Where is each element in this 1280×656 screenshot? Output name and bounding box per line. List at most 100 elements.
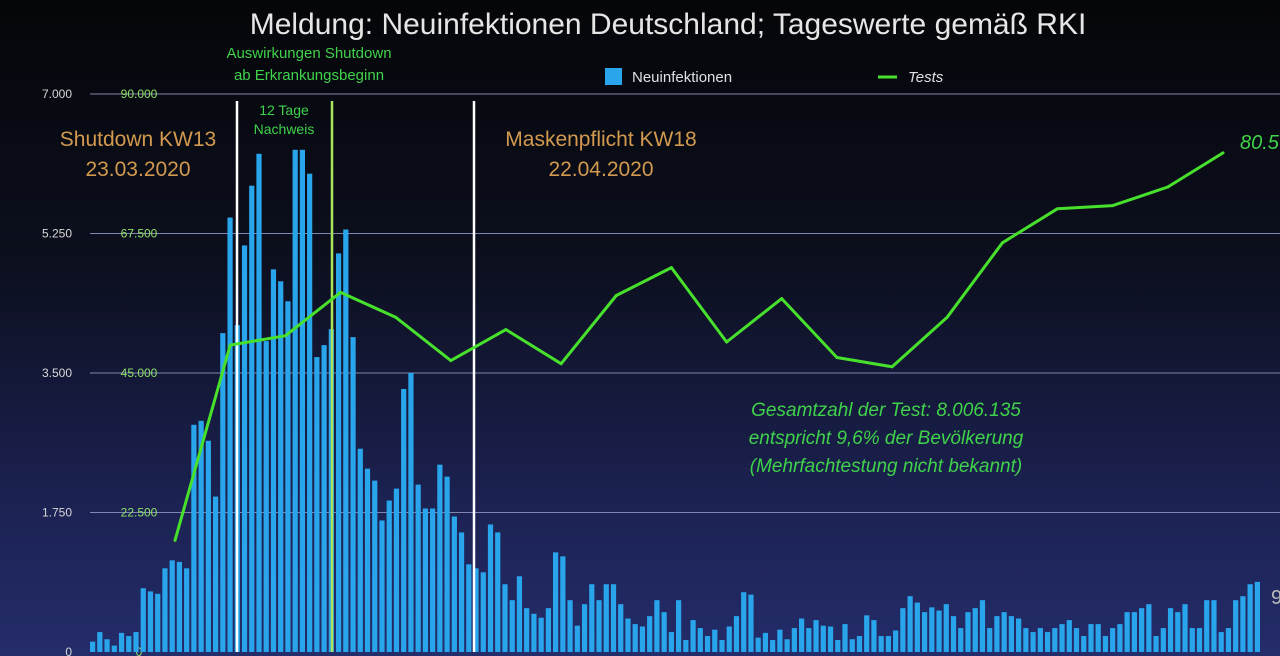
bar [1095, 624, 1101, 652]
tests-point [780, 297, 784, 301]
bar [487, 524, 494, 652]
bar [885, 636, 892, 652]
bar [668, 632, 674, 652]
bar [1247, 584, 1253, 652]
bar [639, 626, 646, 652]
bar [480, 572, 486, 652]
bar [1030, 632, 1036, 652]
bar [1037, 628, 1043, 652]
left-tick-label: 0 [65, 645, 72, 656]
bar [762, 632, 769, 652]
bar [307, 173, 313, 652]
bar [581, 604, 588, 652]
bar [538, 617, 544, 652]
bar [408, 373, 414, 652]
legend-bar-label: Neuinfektionen [632, 69, 732, 86]
tests-point [339, 290, 342, 294]
tests-point [173, 538, 177, 542]
bar [1016, 618, 1022, 652]
bar [958, 628, 964, 652]
bar [357, 448, 363, 652]
bar [147, 591, 154, 652]
bar [806, 628, 812, 652]
bar [321, 345, 327, 652]
bar [1081, 636, 1087, 652]
tests-point [504, 328, 508, 332]
bar [574, 625, 580, 652]
bar [610, 584, 617, 652]
bar [1001, 612, 1007, 652]
legend-line-label: Tests [908, 69, 944, 86]
bar [227, 217, 233, 652]
bar [292, 149, 298, 653]
bar [502, 584, 508, 652]
right-tick-label: 67.500 [121, 227, 158, 241]
bar [118, 632, 125, 652]
bar [473, 568, 479, 652]
right-cut-label: 9 [1271, 587, 1280, 609]
tests-point [559, 362, 563, 366]
bar [972, 608, 978, 652]
bar [155, 593, 161, 652]
bar [364, 468, 371, 652]
masken-label-line2: 22.04.2020 [548, 158, 653, 181]
bar [943, 604, 949, 652]
tage-label-line1: 12 Tage [259, 102, 309, 118]
bar [1204, 600, 1210, 652]
bar [1110, 628, 1116, 652]
bar [1124, 612, 1130, 652]
bar [1008, 616, 1014, 652]
bar [719, 640, 725, 652]
chart-title: Meldung: Neuinfektionen Deutschland; Tag… [250, 8, 1087, 41]
bar [1211, 600, 1217, 652]
bar [835, 640, 841, 652]
bar [1088, 624, 1094, 652]
bar [741, 592, 747, 652]
bar [314, 357, 320, 652]
bar [979, 600, 986, 652]
bar [994, 616, 1000, 652]
bar [205, 440, 211, 652]
bar [422, 508, 428, 652]
bar [430, 508, 436, 652]
bar [386, 500, 392, 652]
gesamt-label-line1: Gesamtzahl der Test: 8.006.135 [751, 400, 1021, 421]
bar [249, 185, 255, 653]
shutdown-label-line2: 23.03.2020 [85, 158, 190, 181]
bar [451, 516, 457, 652]
bar [350, 337, 356, 652]
bar [907, 596, 913, 652]
bar [458, 532, 465, 652]
bars-neuinfektionen [90, 149, 1260, 653]
left-tick-label: 1.750 [42, 506, 72, 520]
bar [625, 618, 631, 652]
bar [827, 626, 834, 652]
tests-point [669, 266, 673, 270]
right-tick-label: 22.500 [121, 506, 158, 520]
bar [126, 636, 132, 652]
bar [545, 608, 551, 652]
bar [726, 626, 732, 652]
bar [871, 620, 877, 652]
bar [791, 628, 797, 652]
auswirkungen-label-line1: Auswirkungen Shutdown [226, 45, 391, 62]
bar [524, 608, 530, 652]
right-axis-ticks: 0 22.500 45.000 67.500 90.000 [121, 87, 158, 656]
bar [921, 612, 928, 652]
bar [220, 333, 226, 652]
gesamt-label-line3: (Mehrfachtestung nicht bekannt) [750, 456, 1023, 477]
bar [748, 594, 754, 652]
bar [444, 476, 450, 652]
shutdown-label-line1: Shutdown KW13 [60, 128, 216, 151]
legend-bar-swatch [605, 68, 622, 85]
bar [169, 560, 175, 652]
bar [1196, 628, 1203, 652]
bar [654, 600, 660, 652]
bar [798, 618, 805, 652]
tests-point [614, 294, 618, 297]
bar [864, 615, 870, 652]
tests-point [725, 340, 729, 344]
bar [690, 620, 696, 652]
bar [415, 484, 421, 652]
bar [603, 584, 609, 652]
